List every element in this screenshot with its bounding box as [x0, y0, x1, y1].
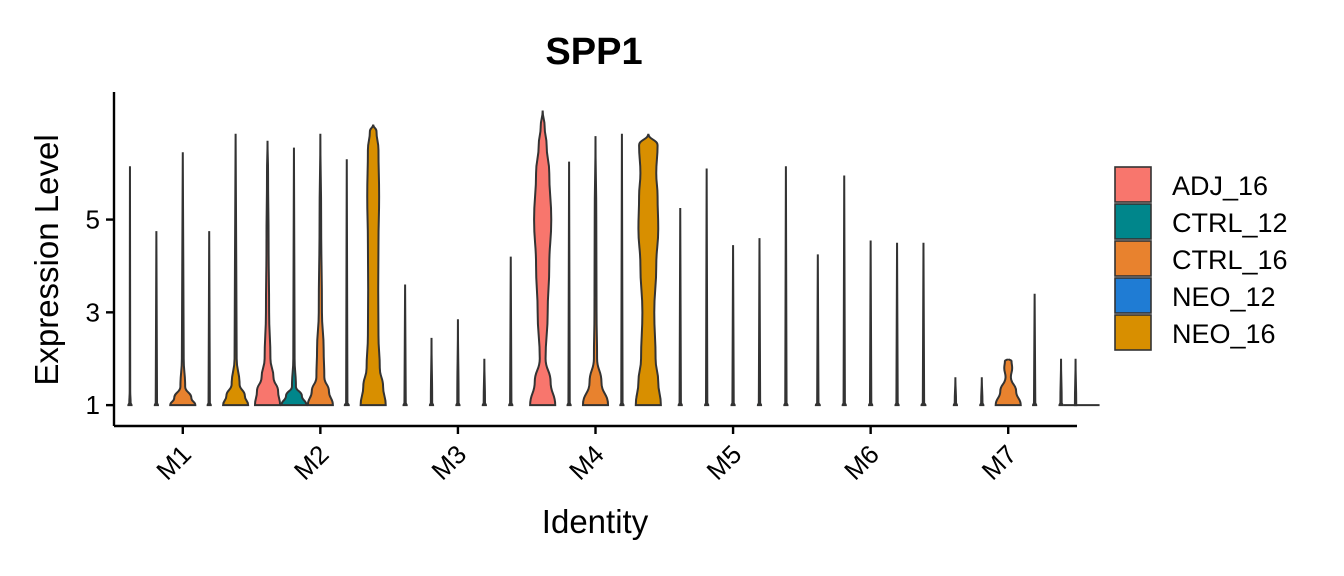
violin-ctrl_12-m6 — [841, 175, 847, 407]
violin-neo_12-m3 — [481, 358, 487, 407]
violin-adj_16-m3 — [402, 284, 408, 407]
violin-neo_16-m7 — [1058, 358, 1064, 407]
violin-adj_16-m4 — [529, 110, 557, 407]
violin-neo_16-m1 — [222, 133, 250, 407]
violin-neo_16-m6 — [920, 242, 927, 407]
y-tick-label: 3 — [86, 297, 100, 327]
legend-label-adj_16: ADJ_16 — [1172, 171, 1268, 201]
legend-swatch-neo_12 — [1114, 277, 1152, 314]
y-axis-title: Expression Level — [28, 134, 65, 385]
x-tick-label: M1 — [150, 439, 197, 486]
violin-adj_16-m2 — [253, 140, 282, 407]
violin-neo_16-m3 — [508, 256, 514, 407]
violin-ctrl_16-m3 — [455, 319, 461, 407]
legend-label-neo_12: NEO_12 — [1172, 282, 1276, 312]
violin-neo_16-m5 — [783, 166, 789, 407]
violin-ctrl_16-m6 — [868, 240, 874, 407]
violin-ctrl_16-m5 — [730, 245, 736, 407]
violin-neo_12-m2 — [343, 159, 350, 407]
violin-adj_16-m5 — [677, 207, 683, 407]
violin-neo_16-m2 — [359, 124, 387, 407]
x-tick-label: M4 — [563, 439, 610, 486]
legend-swatch-neo_16 — [1114, 314, 1152, 351]
violin-ctrl_12-m4 — [566, 161, 572, 407]
legend-swatch-ctrl_12 — [1114, 203, 1152, 240]
legend-swatch-ctrl_16 — [1114, 240, 1152, 277]
violin-neo_12-m7 — [1032, 293, 1038, 407]
legend-label-ctrl_16: CTRL_16 — [1172, 245, 1288, 275]
x-tick-label: M2 — [288, 439, 335, 486]
y-tick-label: 5 — [86, 205, 100, 235]
y-ticks-group: 1 3 5 — [86, 205, 114, 420]
legend: ADJ_16 CTRL_12 CTRL_16 NEO_12 NEO_16 — [1114, 166, 1288, 351]
violin-adj_16-m6 — [814, 254, 821, 407]
violin-adj_16-m7 — [952, 377, 958, 407]
violin-extra-m7 — [1073, 358, 1078, 407]
x-tick-label: M3 — [425, 439, 472, 486]
legend-label-neo_16: NEO_16 — [1172, 319, 1276, 349]
violin-ctrl_12-m7 — [979, 377, 985, 407]
x-tick-label: M6 — [838, 439, 885, 486]
legend-swatch-adj_16 — [1114, 166, 1152, 203]
violin-neo_12-m1 — [206, 231, 212, 407]
x-tick-label: M5 — [701, 439, 748, 486]
x-ticks-group: M1 M2 M3 M4 M5 M6 M7 — [150, 426, 1022, 486]
violin-neo_12-m4 — [619, 133, 625, 407]
violin-neo_16-m4 — [634, 133, 662, 407]
violin-ctrl_12-m2 — [280, 147, 308, 407]
violin-adj_16-m1 — [127, 166, 133, 407]
y-tick-label: 1 — [86, 390, 100, 420]
violin-ctrl_16-m1 — [169, 152, 197, 407]
x-axis-title: Identity — [542, 503, 649, 540]
violin-neo_12-m5 — [756, 238, 763, 407]
violin-ctrl_12-m5 — [704, 168, 710, 407]
violin-ctrl_16-m4 — [581, 136, 610, 407]
violin-ctrl_16-m2 — [306, 133, 334, 407]
x-tick-label: M7 — [976, 439, 1023, 486]
violin-ctrl_12-m3 — [428, 337, 435, 407]
violin-neo_12-m6 — [894, 242, 900, 407]
violin-ctrl_12-m1 — [153, 231, 159, 407]
violin-ctrl_16-m7 — [994, 358, 1022, 407]
violins-group — [127, 110, 1100, 407]
chart-title: SPP1 — [545, 31, 642, 73]
legend-label-ctrl_12: CTRL_12 — [1172, 208, 1288, 238]
